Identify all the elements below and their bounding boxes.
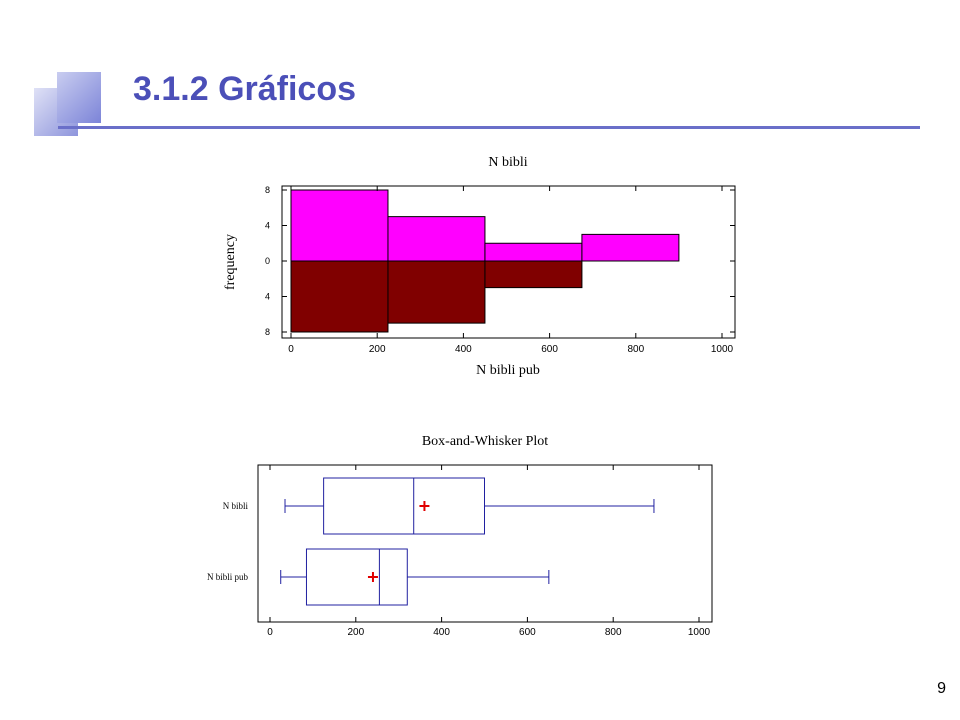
histogram-x-label: N bibli pub — [476, 363, 540, 378]
histogram-ticks: 0 200 400 600 800 1000 8 4 0 4 8 — [265, 185, 735, 355]
histogram-frame — [281, 185, 736, 339]
histogram-x-tick-label: 1000 — [711, 344, 734, 355]
histogram-y-tick-label: 8 — [265, 185, 270, 195]
decorative-square-front — [57, 72, 101, 123]
histogram-bar — [484, 260, 583, 289]
histogram-x-tick-label: 800 — [627, 344, 644, 355]
histogram-chart: N bibli 0 200 400 600 800 1000 8 4 0 4 8 N bibli p… — [223, 155, 736, 378]
box-category-label: N bibli — [223, 501, 249, 511]
histogram-y-tick-label: 4 — [265, 221, 270, 231]
box-category-label: N bibli pub — [207, 572, 249, 582]
boxplot-x-tick-label: 600 — [519, 627, 536, 638]
boxplot-ticks: 0 200 400 600 800 1000 — [267, 465, 711, 638]
boxplot-x-tick-label: 1000 — [688, 627, 711, 638]
box-iqr — [323, 477, 485, 535]
histogram-bar — [581, 233, 680, 262]
histogram-y-label: frequency — [223, 234, 238, 290]
boxplot-x-tick-label: 800 — [605, 627, 622, 638]
boxplot-series: N bibli N bibli pub — [207, 477, 655, 606]
boxplot-x-tick-label: 200 — [347, 627, 364, 638]
histogram-y-tick-label: 8 — [265, 327, 270, 337]
histogram-bar — [290, 260, 389, 333]
histogram-x-tick-label: 400 — [455, 344, 472, 355]
histogram-bars — [290, 189, 680, 333]
title-underline — [58, 126, 920, 129]
histogram-x-tick-label: 0 — [288, 344, 294, 355]
histogram-bar — [387, 260, 486, 324]
boxplot-x-tick-label: 400 — [433, 627, 450, 638]
histogram-title: N bibli — [488, 155, 527, 170]
histogram-x-tick-label: 600 — [541, 344, 558, 355]
page-number: 9 — [937, 680, 946, 697]
histogram-y-tick-label: 0 — [265, 256, 270, 266]
box-iqr — [305, 548, 408, 606]
boxplot-title: Box-and-Whisker Plot — [422, 434, 548, 449]
histogram-bar — [484, 242, 583, 262]
boxplot-x-tick-label: 0 — [267, 627, 273, 638]
histogram-bar — [290, 189, 389, 262]
slide-title: 3.1.2 Gráficos — [133, 70, 357, 108]
histogram-x-tick-label: 200 — [369, 344, 386, 355]
histogram-bar — [387, 216, 486, 262]
boxplot-frame — [257, 464, 713, 623]
histogram-y-tick-label: 4 — [265, 292, 270, 302]
